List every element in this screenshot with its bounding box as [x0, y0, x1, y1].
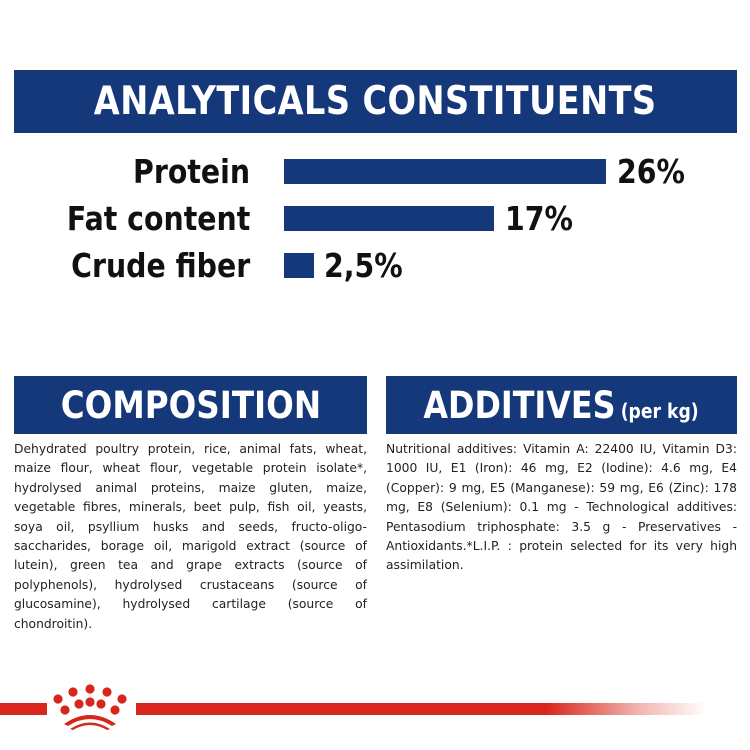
bar-label: Crude fiber: [70, 246, 250, 285]
bar-label: Protein: [132, 152, 250, 191]
bar-value: 2,5%: [324, 246, 403, 285]
bar-row-fat: Fat content 17%: [0, 197, 750, 241]
composition-text: Dehydrated poultry protein, rice, animal…: [14, 442, 367, 631]
composition-banner: COMPOSITION: [14, 376, 367, 434]
bar-fiber: [284, 253, 314, 278]
bar-fat: [284, 206, 494, 231]
additives-banner: ADDITIVES (per kg): [386, 376, 737, 434]
bar-value: 17%: [505, 199, 573, 238]
page-title: ANALYTICALS CONSTITUENTS: [94, 79, 657, 124]
additives-subtitle: (per kg): [621, 398, 700, 423]
bar-protein: [284, 159, 606, 184]
bar-value: 26%: [617, 152, 685, 191]
crown-logo-icon: [53, 684, 127, 730]
bar-row-fiber: Crude fiber 2,5%: [0, 244, 750, 288]
analytical-constituents-banner: ANALYTICALS CONSTITUENTS: [14, 70, 737, 133]
composition-title: COMPOSITION: [60, 383, 321, 427]
additives-heading: ADDITIVES (per kg): [424, 384, 699, 427]
footer-red-line-left: [0, 703, 47, 715]
additives-text: Nutritional additives: Vitamin A: 22400 …: [386, 442, 737, 573]
bar-label: Fat content: [66, 199, 250, 238]
bar-row-protein: Protein 26%: [0, 150, 750, 194]
additives-title: ADDITIVES: [423, 383, 617, 427]
footer-red-line-right: [136, 703, 706, 715]
